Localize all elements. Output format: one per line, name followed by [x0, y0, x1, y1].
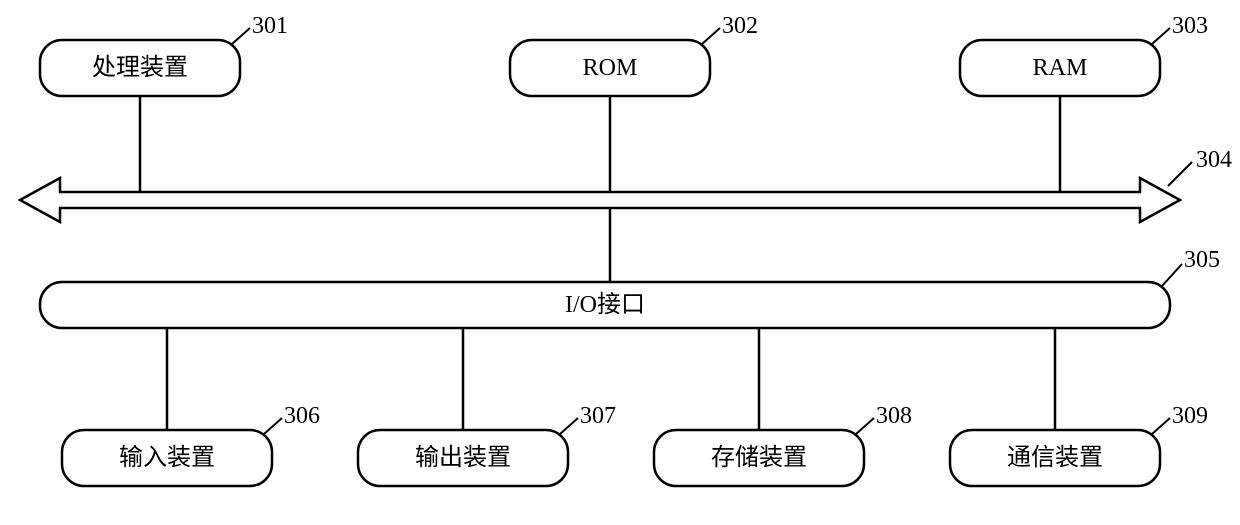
leader-line [1152, 28, 1170, 44]
ref-number-input: 306 [284, 403, 320, 429]
ref-number-ram: 303 [1172, 13, 1208, 39]
system-block-diagram: 304 处理装置 301 ROM 302 RAM 303 I/O接口 305 输入装置 306 输出装… [0, 0, 1240, 525]
leader-line [1152, 418, 1170, 434]
io-interface-label: I/O接口 [565, 291, 645, 318]
leader-line [856, 418, 874, 434]
ref-number-output: 307 [580, 403, 616, 429]
leader-line [560, 418, 578, 434]
node-rom-label: ROM [583, 55, 638, 81]
node-cpu-label: 处理装置 [92, 54, 188, 81]
node-comm-label: 通信装置 [1007, 444, 1103, 471]
ref-number-storage: 308 [876, 403, 912, 429]
leader-line [1168, 162, 1192, 186]
node-output-label: 输出装置 [415, 444, 511, 471]
ref-number-bus: 304 [1196, 147, 1232, 173]
leader-line [702, 28, 720, 44]
node-input-label: 输入装置 [119, 444, 215, 471]
node-storage-label: 存储装置 [711, 444, 807, 471]
leader-line [232, 28, 250, 44]
ref-number-rom: 302 [722, 13, 758, 39]
leader-line [1162, 264, 1182, 286]
system-bus [20, 178, 1180, 222]
ref-number-cpu: 301 [252, 13, 288, 39]
ref-number-comm: 309 [1172, 403, 1208, 429]
ref-number-io: 305 [1184, 247, 1220, 273]
node-ram-label: RAM [1033, 55, 1088, 81]
leader-line [264, 418, 282, 434]
